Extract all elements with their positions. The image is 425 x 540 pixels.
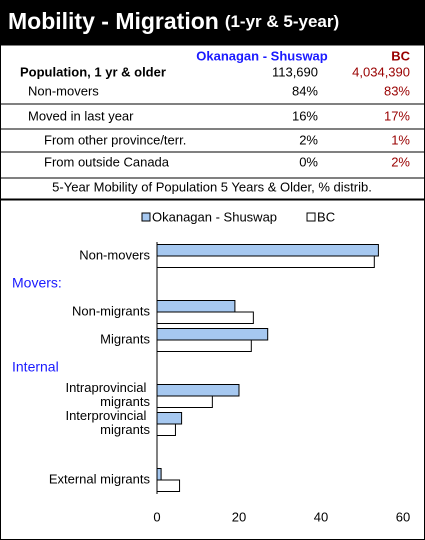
row-label: Moved in last year [28, 108, 134, 123]
title-sub: (1-yr & 5-year) [225, 12, 339, 31]
cell-value: 84% [292, 83, 318, 98]
row-label: From outside Canada [44, 154, 170, 169]
y-tick-label: Non-movers [79, 247, 150, 262]
y-tick-label: External migrants [49, 471, 151, 486]
bar [156, 339, 252, 352]
bar [156, 244, 379, 257]
x-tick-label: 60 [396, 509, 410, 524]
column-header: BC [391, 48, 410, 63]
y-tick-label: Interprovincial migrants [65, 408, 150, 437]
cell-value: 2% [391, 154, 410, 169]
column-header: Okanagan - Shuswap [196, 48, 328, 63]
bar [156, 395, 213, 408]
cell-value: 4,034,390 [352, 64, 410, 79]
bar [156, 468, 162, 481]
y-tick-label: Non-migrants [72, 303, 151, 318]
row-label: From other province/terr. [44, 132, 186, 147]
chart-title: 5-Year Mobility of Population 5 Years & … [52, 179, 372, 194]
title-bar [0, 0, 425, 45]
x-tick-label: 20 [232, 509, 246, 524]
category-heading: Movers: [12, 275, 62, 291]
legend-swatch [306, 212, 316, 222]
cell-value: 2% [299, 132, 318, 147]
bar [156, 300, 236, 313]
page-title: Mobility - Migration (1-yr & 5-year) [8, 8, 339, 34]
x-tick-label: 0 [153, 509, 160, 524]
bar [156, 384, 240, 397]
cell-value: 83% [384, 83, 410, 98]
x-tick-label: 40 [314, 509, 328, 524]
category-heading: Internal [12, 359, 59, 375]
y-tick-label: Intraprovincial migrants [65, 380, 150, 409]
legend-label: Okanagan - Shuswap [152, 209, 277, 224]
title-main: Mobility - Migration [8, 8, 219, 34]
bar [156, 328, 269, 341]
cell-value: 17% [384, 108, 410, 123]
bar [156, 479, 181, 492]
legend-label: BC [317, 209, 335, 224]
bar [156, 412, 183, 425]
cell-value: 0% [299, 154, 318, 169]
cell-value: 1% [391, 132, 410, 147]
row-label: Population, 1 yr & older [20, 64, 166, 79]
y-tick-label: Migrants [100, 331, 150, 346]
cell-value: 16% [292, 108, 318, 123]
cell-value: 113,690 [272, 64, 318, 79]
bar [156, 423, 176, 436]
row-label: Non-movers [28, 83, 99, 98]
legend-swatch [141, 212, 151, 222]
bar [156, 255, 375, 268]
bar [156, 311, 254, 324]
